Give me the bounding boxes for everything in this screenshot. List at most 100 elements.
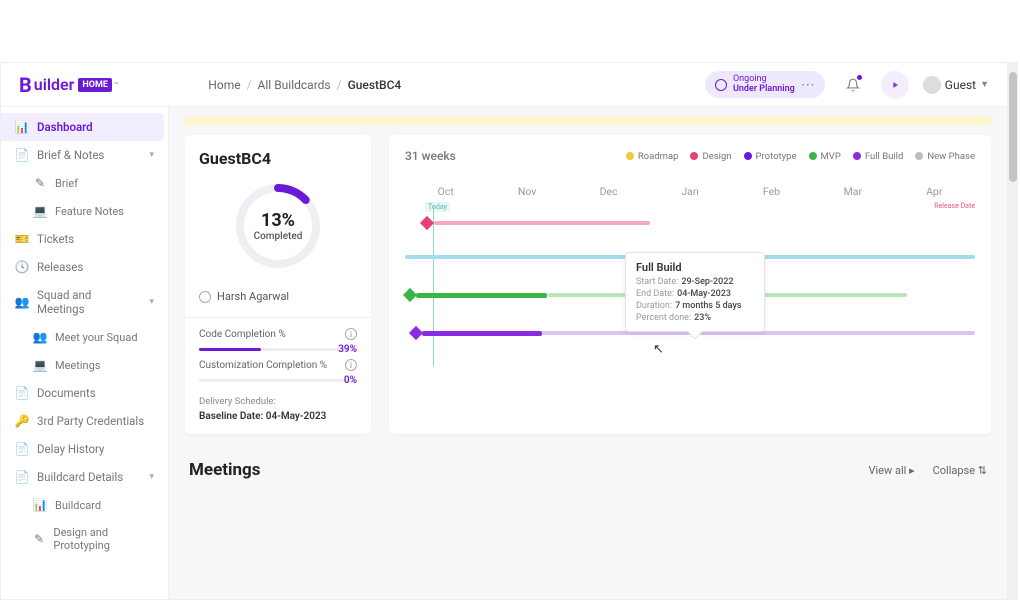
sidebar-item-meetings[interactable]: 💻Meetings xyxy=(1,351,168,379)
info-icon[interactable]: i xyxy=(345,359,357,371)
project-owner: Harsh Agarwal xyxy=(199,290,357,303)
breadcrumb: Home / All Buildcards / GuestBC4 xyxy=(208,78,401,92)
chevron-down-icon: ▼ xyxy=(980,79,989,90)
timeline-marker xyxy=(403,288,417,302)
ticket-icon: 🎫 xyxy=(15,232,29,246)
release-label: Release Date xyxy=(934,202,975,210)
sidebar-item-3rd-party-credentials[interactable]: 🔑3rd Party Credentials xyxy=(1,407,168,435)
alert-bar xyxy=(185,117,991,125)
completion-donut: 13% Completed xyxy=(232,180,324,272)
pencil-icon: ✎ xyxy=(33,176,47,190)
main: GuestBC4 13% Completed Harsh Agarwal xyxy=(169,107,1007,599)
breadcrumb-item[interactable]: Home xyxy=(208,78,240,92)
sidebar-item-brief-notes[interactable]: 📄Brief & Notes▾ xyxy=(1,141,168,169)
view-all-link[interactable]: View all ▸ xyxy=(869,464,915,477)
status-pill[interactable]: Ongoing Under Planning ⋯ xyxy=(705,71,825,99)
sidebar-item-buildcard[interactable]: 📊Buildcard xyxy=(1,491,168,519)
sidebar-item-meet-your-squad[interactable]: 👥Meet your Squad xyxy=(1,323,168,351)
sidebar-item-buildcard-details[interactable]: 📄Buildcard Details▾ xyxy=(1,463,168,491)
sidebar-item-delay-history[interactable]: 📄Delay History xyxy=(1,435,168,463)
sidebar-item-design-and-prototyping[interactable]: ✎Design and Prototyping xyxy=(1,519,168,559)
legend-item: New Phase xyxy=(915,151,975,162)
timeline-bar[interactable] xyxy=(416,293,547,298)
timeline-bar[interactable] xyxy=(422,331,542,336)
sidebar-item-dashboard[interactable]: 📊Dashboard xyxy=(1,113,164,141)
sidebar-item-label: Brief xyxy=(55,177,78,190)
chevron-down-icon: ▾ xyxy=(149,150,154,160)
legend-dot xyxy=(915,152,923,160)
play-button[interactable] xyxy=(881,71,909,99)
owner-name: Harsh Agarwal xyxy=(217,290,289,303)
status-line2: Under Planning xyxy=(733,85,795,95)
progress-bar: 39% xyxy=(199,348,357,351)
clock-icon: 🕓 xyxy=(15,260,29,274)
timeline-card: 31 weeks Roadmap Design Prototype MVP Full B… xyxy=(389,135,991,434)
chart-icon: 📊 xyxy=(15,120,29,134)
month-label: Dec xyxy=(568,185,649,198)
scrollbar-thumb[interactable] xyxy=(1009,72,1017,182)
logo-text: uilder xyxy=(34,75,75,94)
breadcrumb-item[interactable]: GuestBC4 xyxy=(348,78,402,92)
legend-label: Roadmap xyxy=(638,151,679,162)
legend-label: Design xyxy=(702,151,731,162)
info-icon[interactable]: i xyxy=(345,328,357,340)
legend-dot xyxy=(690,152,698,160)
clock-icon xyxy=(715,79,727,91)
sidebar-item-label: Feature Notes xyxy=(55,205,124,218)
month-label: Nov xyxy=(486,185,567,198)
timeline-months: OctNovDecJanFebMarApr xyxy=(405,185,975,198)
topbar: B uilder HOME ™ Home / All Buildcards / … xyxy=(1,63,1007,107)
timeline-legend: Roadmap Design Prototype MVP Full Build New P… xyxy=(626,151,975,162)
bell-icon[interactable] xyxy=(839,71,867,99)
timeline-bar[interactable] xyxy=(434,221,651,225)
legend-item: Design xyxy=(690,151,731,162)
month-label: Feb xyxy=(731,185,812,198)
legend-item: Prototype xyxy=(744,151,797,162)
sidebar-item-documents[interactable]: 📄Documents xyxy=(1,379,168,407)
sidebar-item-releases[interactable]: 🕓 Releases xyxy=(1,253,168,281)
breadcrumb-item[interactable]: All Buildcards xyxy=(258,78,331,92)
logo-tm: ™ xyxy=(114,81,118,89)
metric-label: Customization Completion % xyxy=(199,360,327,371)
sidebar-item-label: Releases xyxy=(37,260,83,274)
sidebar-item-label: Buildcard xyxy=(55,499,101,512)
timeline-tooltip: Full Build Start Date: 29-Sep-2022End Da… xyxy=(625,252,765,332)
sidebar-item-label: Buildcard Details xyxy=(37,470,123,484)
laptop-icon: 💻 xyxy=(33,204,47,218)
more-icon[interactable]: ⋯ xyxy=(801,77,815,93)
tooltip-title: Full Build xyxy=(636,261,754,274)
person-icon xyxy=(199,291,211,303)
completion-label: Completed xyxy=(254,231,303,242)
chevron-down-icon: ▾ xyxy=(149,297,154,307)
legend-dot xyxy=(626,152,634,160)
tooltip-key: Start Date: xyxy=(636,277,678,287)
today-label: Today xyxy=(425,202,450,212)
timeline-weeks: 31 weeks xyxy=(405,149,456,163)
cursor-icon: ↖ xyxy=(653,342,664,357)
tooltip-key: End Date: xyxy=(636,289,674,299)
progress-bar: 0% xyxy=(199,379,357,382)
legend-dot xyxy=(809,152,817,160)
timeline-area: Today Release Date Full Build Start Date… xyxy=(405,206,975,366)
today-line xyxy=(433,206,434,366)
meetings-title: Meetings xyxy=(189,460,260,480)
scrollbar[interactable] xyxy=(1008,62,1018,600)
sidebar-item-squad-and-meetings[interactable]: 👥Squad and Meetings▾ xyxy=(1,281,168,323)
project-card: GuestBC4 13% Completed Harsh Agarwal xyxy=(185,135,371,434)
people-icon: 👥 xyxy=(33,330,47,344)
legend-item: Full Build xyxy=(853,151,904,162)
user-name: Guest xyxy=(945,78,976,92)
logo[interactable]: B uilder HOME ™ xyxy=(19,73,118,97)
project-title: GuestBC4 xyxy=(199,149,357,168)
tooltip-key: Duration: xyxy=(636,301,672,311)
metric-value: 0% xyxy=(344,375,357,386)
user-menu[interactable]: Guest ▼ xyxy=(923,76,989,94)
collapse-link[interactable]: Collapse ⇅ xyxy=(933,464,987,477)
sidebar-item-tickets[interactable]: 🎫Tickets xyxy=(1,225,168,253)
sidebar-item-feature-notes[interactable]: 💻 Feature Notes xyxy=(1,197,168,225)
tooltip-value: 7 months 5 days xyxy=(675,301,741,311)
legend-label: MVP xyxy=(821,151,841,162)
month-label: Jan xyxy=(649,185,730,198)
sidebar-item-brief[interactable]: ✎ Brief xyxy=(1,169,168,197)
sidebar-item-label: 3rd Party Credentials xyxy=(37,414,144,428)
